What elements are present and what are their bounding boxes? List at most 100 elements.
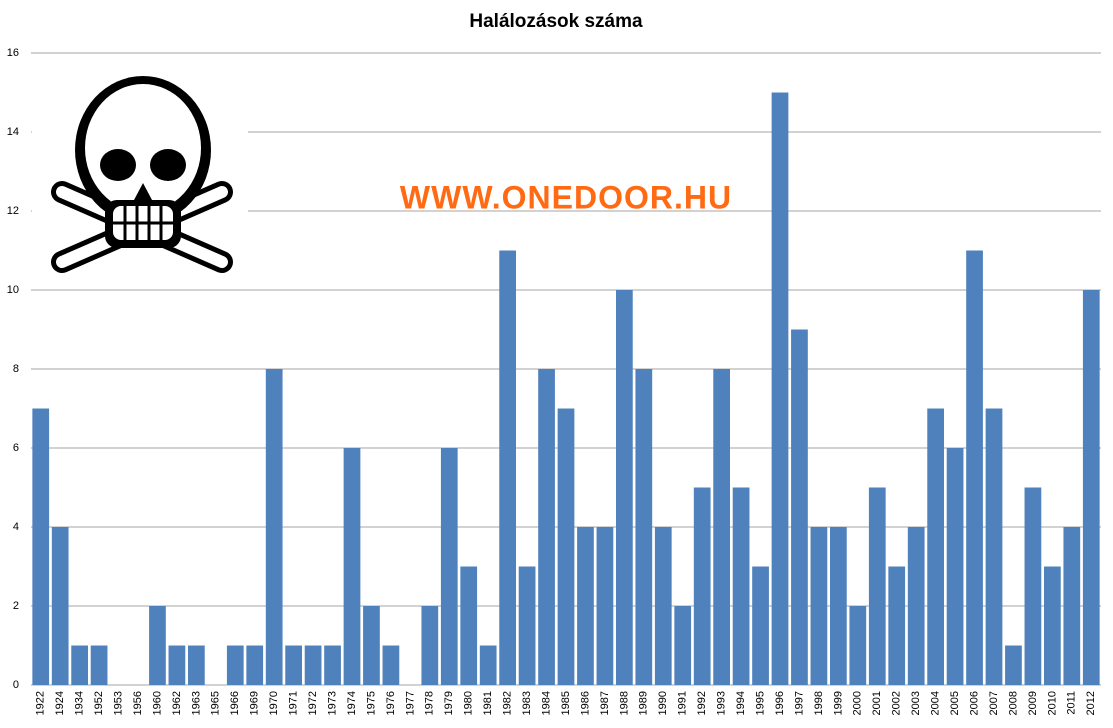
x-tick-label: 1976 — [385, 691, 397, 715]
bar — [518, 566, 536, 685]
bar — [149, 606, 166, 685]
bar — [596, 527, 614, 685]
x-tick-label: 2003 — [910, 691, 922, 715]
x-tick-label: 2006 — [968, 691, 980, 715]
bar — [1024, 487, 1042, 685]
bar — [674, 606, 692, 685]
x-tick-label: 1971 — [288, 691, 300, 715]
x-tick-label: 2009 — [1027, 691, 1039, 715]
bar — [51, 527, 69, 685]
chart-title: Halálozások száma — [469, 11, 643, 32]
x-tick-label: 1963 — [190, 691, 202, 715]
bar — [32, 408, 50, 685]
x-tick-label: 1987 — [599, 691, 611, 715]
x-tick-label: 1924 — [54, 691, 66, 715]
bar — [187, 645, 205, 685]
bar — [635, 369, 653, 685]
bar — [440, 448, 458, 685]
bar — [868, 487, 886, 685]
x-tick-label: 2000 — [852, 691, 864, 715]
bar — [1082, 290, 1100, 685]
bar — [1063, 527, 1081, 685]
bar — [985, 408, 1003, 685]
watermark: WWW.ONEDOOR.HU — [400, 179, 732, 215]
x-tick-label: 1962 — [171, 691, 183, 715]
bar — [791, 329, 808, 685]
x-tick-label: 2008 — [1007, 691, 1019, 715]
x-tick-label: 1982 — [502, 691, 514, 715]
bar — [615, 290, 633, 685]
x-tick-label: 1934 — [74, 691, 86, 715]
x-tick-label: 1985 — [560, 691, 572, 715]
x-tick-label: 2010 — [1046, 691, 1058, 715]
bar — [752, 566, 769, 685]
bar — [557, 408, 575, 685]
x-tick-label: 1979 — [443, 691, 455, 715]
bar — [577, 527, 594, 685]
x-tick-label: 1956 — [132, 691, 144, 715]
bar — [907, 527, 925, 685]
x-tick-label: 1978 — [424, 691, 436, 715]
bar — [324, 645, 341, 685]
bar — [421, 606, 439, 685]
x-tick-label: 1960 — [151, 691, 163, 715]
bar — [499, 250, 517, 685]
bar — [479, 645, 497, 685]
x-tick-label: 1997 — [793, 691, 805, 715]
bar — [946, 448, 964, 685]
bar — [732, 487, 750, 685]
x-tick-label: 1965 — [210, 691, 222, 715]
x-tick-label: 1994 — [735, 691, 747, 715]
x-tick-label: 2012 — [1085, 691, 1097, 715]
x-tick-label: 2007 — [988, 691, 1000, 715]
x-tick-label: 2002 — [891, 691, 903, 715]
y-tick-label: 10 — [7, 284, 19, 296]
y-tick-label: 0 — [13, 679, 19, 691]
x-tick-label: 1998 — [813, 691, 825, 715]
x-tick-label: 2005 — [949, 691, 961, 715]
x-tick-label: 1990 — [657, 691, 669, 715]
bar — [927, 408, 945, 685]
x-tick-label: 1952 — [93, 691, 105, 715]
x-tick-label: 1999 — [832, 691, 844, 715]
x-tick-label: 1988 — [618, 691, 630, 715]
y-tick-label: 16 — [7, 47, 19, 59]
bar — [246, 645, 264, 685]
x-tick-label: 1974 — [346, 691, 358, 715]
y-tick-label: 6 — [13, 442, 19, 454]
bar — [382, 645, 400, 685]
bar — [888, 566, 906, 685]
bar — [1043, 566, 1061, 685]
bar — [538, 369, 555, 685]
x-tick-label: 1977 — [404, 691, 416, 715]
bar — [226, 645, 244, 685]
x-tick-label: 1991 — [677, 691, 689, 715]
bar — [343, 448, 361, 685]
x-tick-label: 1975 — [365, 691, 377, 715]
x-tick-label: 1972 — [307, 691, 319, 715]
x-tick-label: 1992 — [696, 691, 708, 715]
skull-image — [32, 56, 248, 285]
x-tick-label: 1970 — [268, 691, 280, 715]
bar — [693, 487, 711, 685]
bar — [90, 645, 108, 685]
bar — [1005, 645, 1022, 685]
y-tick-label: 8 — [13, 363, 19, 375]
bar — [304, 645, 322, 685]
bar — [71, 645, 89, 685]
bar — [771, 92, 789, 685]
bars — [32, 92, 1100, 685]
x-tick-label: 2001 — [871, 691, 883, 715]
bar — [713, 369, 731, 685]
x-tick-label: 1966 — [229, 691, 241, 715]
x-tick-label: 1980 — [463, 691, 475, 715]
y-tick-label: 12 — [7, 205, 19, 217]
x-tick-label: 1996 — [774, 691, 786, 715]
bar — [966, 250, 983, 685]
x-tick-label: 1973 — [326, 691, 338, 715]
x-tick-label: 1981 — [482, 691, 494, 715]
x-tick-label: 1993 — [716, 691, 728, 715]
bar — [265, 369, 283, 685]
x-tick-label: 1984 — [540, 691, 552, 715]
